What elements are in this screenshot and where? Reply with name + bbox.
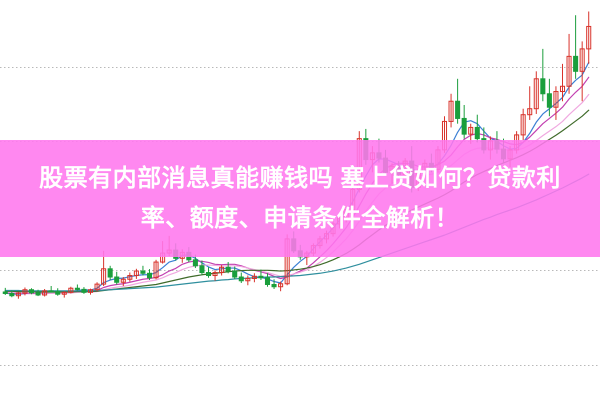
promo-banner-background (0, 140, 600, 257)
candle-body-up (212, 272, 218, 277)
candle-body-up (527, 108, 533, 116)
candle-body-down (81, 288, 87, 293)
candle-body-down (455, 100, 461, 119)
candle-body-up (87, 289, 94, 293)
candle-body-up (219, 266, 225, 274)
candle-body-down (271, 284, 277, 288)
candle-body-down (238, 276, 244, 282)
candle-body-up (251, 275, 257, 280)
candle-body-down (192, 259, 198, 267)
candle-body-up (579, 48, 585, 72)
candle-body-down (146, 272, 153, 279)
candle-body-down (2, 291, 8, 294)
candle-body-down (258, 275, 264, 279)
candle-body-up (278, 283, 284, 288)
candle-body-down (114, 276, 120, 283)
candle-body-down (107, 268, 113, 278)
candle-body-down (9, 292, 15, 297)
ma-line-ma5 (4, 61, 590, 295)
candle-body-up (68, 287, 74, 293)
candle-body-up (61, 291, 67, 295)
candle-body-down (55, 291, 61, 295)
candle-body-up (127, 275, 133, 280)
candle-body-up (448, 100, 454, 122)
candle-body-down (205, 272, 212, 277)
candle-body-down (140, 270, 146, 274)
candle-body-up (133, 270, 139, 277)
candle-body-down (264, 277, 271, 285)
candle-body-up (553, 91, 559, 108)
candle-body-down (199, 265, 205, 274)
candle-body-down (573, 55, 579, 72)
candle-body-down (232, 270, 238, 278)
candle-body-down (225, 266, 231, 272)
candle-body-up (566, 55, 572, 87)
candle-body-down (28, 289, 35, 294)
candle-body-up (520, 114, 526, 136)
candle-body-down (474, 126, 480, 140)
candle-body-up (559, 85, 566, 93)
candle-body-down (546, 93, 552, 108)
candle-body-down (74, 287, 80, 290)
candle-body-up (101, 268, 107, 285)
candle-body-up (468, 126, 474, 135)
candle-body-down (48, 290, 54, 293)
candle-body-up (120, 278, 126, 283)
candle-body-up (94, 283, 100, 291)
candle-body-up (245, 278, 251, 282)
candle-body-up (586, 25, 592, 50)
candle-body-up (533, 78, 539, 110)
candle-body-up (22, 289, 28, 294)
candle-body-up (153, 261, 159, 279)
candle-body-up (42, 290, 48, 296)
candle-body-down (35, 292, 41, 296)
candle-body-down (461, 117, 467, 135)
candle-body-down (540, 78, 546, 95)
candle-body-up (15, 292, 21, 297)
